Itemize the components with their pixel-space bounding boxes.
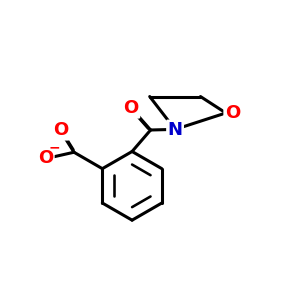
Text: O: O bbox=[53, 121, 68, 139]
Text: O: O bbox=[124, 99, 139, 117]
Text: −: − bbox=[48, 140, 60, 154]
Text: N: N bbox=[168, 121, 183, 139]
Text: O: O bbox=[38, 148, 53, 166]
Text: O: O bbox=[225, 104, 240, 122]
